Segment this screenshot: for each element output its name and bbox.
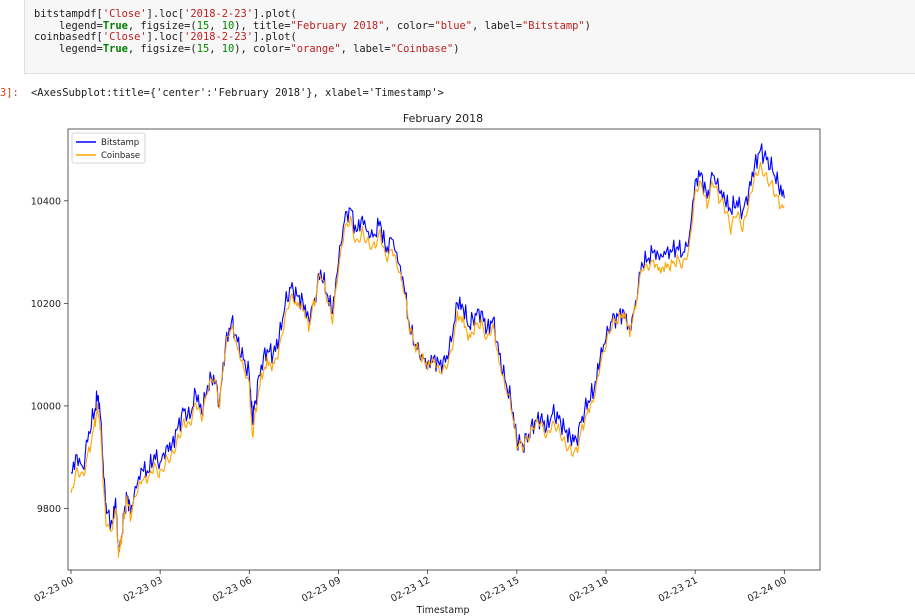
- code-editor[interactable]: bitstampdf['Close'].loc['2018-2-23'].plo…: [34, 8, 591, 55]
- x-tick-label: 02-24 00: [746, 575, 789, 605]
- plot-area: [67, 128, 821, 571]
- code-line: bitstampdf['Close'].loc['2018-2-23'].plo…: [34, 8, 297, 20]
- code-line: coinbasedf['Close'].loc['2018-2-23'].plo…: [34, 31, 297, 44]
- y-tick-label: 10200: [31, 299, 61, 310]
- output-prompt: 3]:: [0, 87, 19, 99]
- code-line: legend=True, figsize=(15, 10), color="or…: [34, 42, 460, 55]
- code-line: legend=True, figsize=(15, 10), title="Fe…: [34, 19, 591, 32]
- series-lines: [70, 143, 785, 558]
- x-tick-label: 02-23 15: [478, 575, 521, 605]
- line-chart: February 2018 9800 10000 10200 10400 02-23 …: [31, 112, 821, 616]
- x-tick-label: 02-23 12: [389, 575, 432, 605]
- series-line-coinbase: [70, 161, 785, 558]
- x-axis: 02-23 00 02-23 03 02-23 06 02-23 09 02-23 12…: [32, 570, 789, 605]
- x-tick-label: 02-23 09: [300, 575, 343, 605]
- code-cell[interactable]: bitstampdf['Close'].loc['2018-2-23'].plo…: [24, 0, 915, 74]
- x-tick-label: 02-23 03: [122, 575, 165, 605]
- x-tick-label: 02-23 18: [568, 575, 611, 605]
- legend-label-coinbase: Coinbase: [101, 151, 140, 161]
- x-tick-label: 02-23 21: [657, 575, 700, 605]
- x-tick-label: 02-23 06: [211, 575, 254, 605]
- y-tick-label: 10000: [31, 401, 61, 412]
- x-tick-label: 02-23 00: [32, 575, 75, 605]
- chart-title: February 2018: [403, 112, 483, 125]
- y-tick-label: 10400: [31, 196, 61, 207]
- x-axis-label: Timestamp: [415, 605, 469, 616]
- series-line-bitstamp: [70, 143, 785, 553]
- legend-label-bitstamp: Bitstamp: [101, 138, 139, 148]
- output-repr-text: <AxesSubplot:title={'center':'February 2…: [31, 87, 444, 99]
- y-tick-label: 9800: [37, 504, 61, 515]
- y-axis: 9800 10000 10200 10400: [31, 196, 68, 515]
- legend: Bitstamp Coinbase: [71, 132, 146, 164]
